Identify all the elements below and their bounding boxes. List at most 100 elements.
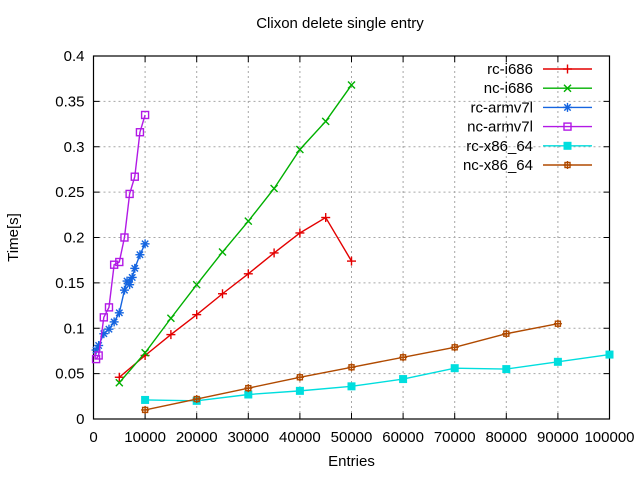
plot-border: [92, 55, 611, 420]
series-marker-nc-i686: [244, 217, 253, 226]
series-line-nc-i686: [118, 84, 353, 384]
series-marker-nc-x86_64: [141, 405, 150, 414]
series-marker-nc-armv7l: [94, 351, 103, 360]
series-marker-nc-i686: [321, 117, 330, 126]
y-tick-label: 0.3: [64, 139, 85, 156]
marker-box: [450, 364, 459, 373]
series-marker-nc-armv7l: [130, 172, 139, 181]
marker-box: [94, 351, 103, 360]
marker-stroke: [563, 103, 572, 112]
marker-box: [399, 375, 408, 384]
series-marker-rc-x86_64: [450, 364, 459, 373]
marker-box: [554, 320, 562, 327]
marker-stroke: [347, 81, 356, 90]
x-tick-label: 0: [89, 429, 97, 446]
marker-stroke: [295, 145, 304, 154]
series-marker-nc-armv7l: [135, 128, 145, 137]
marker-stroke: [192, 280, 201, 289]
series-marker-nc-x86_64: [347, 363, 356, 372]
series-marker-nc-i686: [295, 145, 304, 154]
marker-stroke: [131, 264, 139, 273]
y-tick-label: 0.35: [55, 93, 84, 110]
series-marker-nc-x86_64: [502, 329, 511, 338]
series-marker-rc-i686: [218, 289, 227, 299]
series-line-nc-armv7l: [95, 114, 146, 360]
y-tick-label: 0.05: [55, 366, 84, 383]
series-marker-nc-i686: [141, 348, 150, 357]
series-marker-rc-armv7l: [135, 250, 145, 260]
series-marker-rc-armv7l: [140, 239, 150, 249]
series-marker-rc-armv7l: [109, 317, 119, 327]
x-tick-label: 70000: [434, 429, 476, 446]
marker-stroke: [270, 184, 279, 193]
marker-box: [109, 260, 119, 269]
series-marker-rc-x86_64: [553, 357, 562, 366]
marker-stroke: [115, 378, 124, 387]
marker-box: [563, 122, 572, 131]
series-marker-nc-armv7l: [104, 303, 114, 312]
marker-box: [399, 354, 407, 361]
marker-box: [563, 141, 572, 150]
series-marker-nc-i686: [115, 378, 124, 387]
y-tick-label: 0: [76, 411, 84, 428]
series-marker-nc-armv7l: [140, 110, 150, 120]
marker-box: [605, 350, 614, 359]
x-tick-label: 50000: [331, 429, 373, 446]
legend-marker-rc-armv7l: [563, 102, 572, 112]
marker-box: [125, 189, 134, 199]
marker-stroke: [563, 84, 572, 93]
marker-box: [115, 257, 124, 267]
series-marker-rc-i686: [114, 372, 124, 382]
series-marker-nc-x86_64: [192, 395, 201, 404]
series-marker-rc-armv7l: [114, 308, 124, 318]
marker-stroke: [166, 314, 175, 323]
marker-box: [104, 303, 114, 312]
series-marker-rc-armv7l: [94, 340, 104, 350]
marker-box: [130, 172, 139, 181]
series-marker-rc-x86_64: [502, 365, 511, 374]
series-marker-rc-armv7l: [130, 263, 140, 273]
series-marker-rc-armv7l: [127, 272, 137, 282]
y-tick-label: 0.15: [55, 275, 84, 292]
series-marker-nc-armv7l: [115, 257, 124, 267]
marker-stroke: [105, 325, 113, 333]
marker-box: [295, 386, 304, 395]
series-line-rc-x86_64: [145, 353, 610, 402]
marker-box: [347, 382, 356, 391]
legend-label-nc-i686: nc-i686: [484, 80, 533, 97]
legend-label-rc-x86_64: rc-x86_64: [466, 138, 533, 155]
marker-stroke: [128, 273, 136, 282]
marker-box: [451, 344, 458, 351]
series-marker-rc-i686: [321, 213, 331, 223]
series-marker-rc-armv7l: [125, 280, 135, 290]
legend-marker-rc-i686: [563, 64, 572, 74]
series-marker-nc-i686: [218, 248, 227, 257]
marker-stroke: [123, 277, 131, 285]
series-marker-nc-armv7l: [125, 189, 134, 199]
series-marker-rc-x86_64: [399, 375, 408, 384]
x-tick-label: 100000: [584, 429, 634, 446]
series-marker-rc-x86_64: [244, 390, 253, 399]
marker-box: [120, 233, 129, 242]
legend-label-nc-armv7l: nc-armv7l: [467, 119, 533, 136]
series-marker-rc-armv7l: [104, 324, 114, 334]
series-marker-nc-x86_64: [399, 353, 408, 362]
x-tick-label: 90000: [537, 429, 579, 446]
series-marker-rc-i686: [243, 269, 253, 279]
marker-box: [135, 128, 145, 137]
marker-stroke: [141, 348, 150, 357]
series-marker-nc-armv7l: [109, 260, 119, 269]
marker-box: [553, 357, 562, 366]
marker-box: [245, 384, 252, 392]
series-marker-nc-x86_64: [450, 343, 459, 352]
marker-box: [502, 365, 511, 374]
series-marker-rc-i686: [166, 330, 176, 340]
x-tick-label: 60000: [382, 429, 424, 446]
legend-marker-rc-x86_64: [563, 141, 572, 150]
series-marker-rc-i686: [295, 228, 305, 238]
series-marker-nc-armv7l: [99, 313, 109, 322]
series-marker-rc-i686: [192, 310, 202, 320]
y-tick-label: 0.4: [64, 48, 85, 65]
